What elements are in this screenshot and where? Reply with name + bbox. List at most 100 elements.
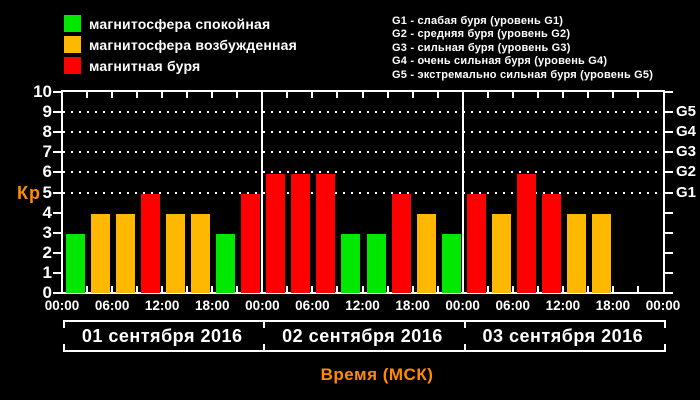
- kp-bar: [166, 214, 186, 293]
- date-bracket-tick: [263, 320, 266, 328]
- date-bracket-underline: [63, 350, 665, 352]
- x-tick-label: 06:00: [495, 298, 531, 313]
- y-axis-tick: [53, 191, 61, 194]
- kp-bar: [391, 194, 411, 293]
- storm-scale-line-g1: G1 - слабая буря (уровень G1): [392, 15, 564, 27]
- bottom-tick: [111, 286, 114, 292]
- bottom-tick: [186, 286, 189, 292]
- y-axis-tick: [665, 111, 673, 114]
- y-tick-label: 7: [42, 142, 52, 162]
- bottom-tick: [486, 286, 489, 292]
- y-axis-tick: [665, 131, 673, 134]
- kp-bar: [116, 214, 136, 293]
- bottom-tick: [161, 286, 164, 292]
- y-axis-tick: [53, 292, 61, 294]
- bottom-tick: [311, 286, 314, 292]
- y-tick-label: 8: [42, 122, 52, 142]
- right-axis-label-g3: G3: [676, 143, 697, 161]
- x-tick-label: 00:00: [445, 298, 480, 313]
- bottom-tick: [211, 286, 214, 292]
- kp-bar: [341, 234, 361, 293]
- y-axis-tick: [53, 131, 61, 134]
- day-separator: [461, 90, 464, 293]
- y-tick-label: 2: [42, 242, 52, 262]
- plot-area: [61, 90, 665, 294]
- bottom-tick: [361, 286, 364, 292]
- top-tick: [336, 92, 339, 98]
- legend-label: магнитосфера спокойная: [89, 15, 271, 32]
- date-label: 02 сентября 2016: [282, 326, 443, 346]
- x-tick-label: 12:00: [345, 298, 380, 313]
- y-axis-tick: [53, 151, 61, 154]
- y-axis-tick: [665, 251, 673, 254]
- right-axis-label-g5: G5: [676, 103, 697, 121]
- kp-bar: [416, 214, 436, 293]
- legend-label: магнитная буря: [89, 57, 201, 74]
- date-bracket-tick: [664, 344, 666, 352]
- y-tick-label: 4: [42, 202, 52, 222]
- date-bracket-tick: [463, 344, 466, 352]
- top-tick: [436, 92, 439, 98]
- kp-bar: [66, 234, 85, 293]
- kp-bar: [91, 214, 111, 293]
- x-axis-title: Время (МСК): [320, 365, 434, 384]
- gridline-kp-5: [63, 191, 664, 194]
- kp-bar: [591, 214, 611, 293]
- gridline-kp-7: [63, 151, 664, 154]
- storm-scale-legend: G1 - слабая буря (уровень G1) G2 - средн…: [392, 15, 653, 82]
- top-tick: [86, 92, 89, 98]
- day-separator: [261, 90, 264, 293]
- top-tick: [236, 92, 239, 98]
- date-label: 03 сентября 2016: [482, 326, 644, 346]
- legend: магнитосфера спокойная магнитосфера возб…: [64, 15, 297, 78]
- top-tick: [561, 92, 564, 98]
- y-tick-label: 0: [42, 283, 52, 302]
- y-axis-tick: [53, 111, 61, 114]
- kp-bar: [216, 234, 236, 293]
- x-tick-label: 12:00: [144, 298, 180, 313]
- date-bracket-tick: [63, 320, 65, 328]
- gridline-kp-9: [63, 111, 664, 114]
- x-tick-label: 00:00: [44, 298, 80, 313]
- bottom-tick: [136, 286, 139, 292]
- top-tick: [161, 92, 164, 98]
- x-tick-label: 18:00: [595, 298, 631, 313]
- top-tick: [611, 92, 614, 98]
- top-tick: [511, 92, 514, 98]
- x-tick-label: 06:00: [295, 298, 330, 313]
- kp-bar: [491, 214, 511, 293]
- x-tick-label: 00:00: [645, 298, 681, 313]
- bottom-tick: [436, 286, 439, 292]
- y-tick-label: 3: [42, 222, 52, 242]
- kp-bar: [291, 173, 311, 293]
- y-tick-label: 10: [33, 82, 52, 101]
- y-axis-tick: [53, 211, 61, 214]
- top-tick: [536, 92, 539, 98]
- y-axis-tick: [53, 231, 61, 234]
- kp-bar: [266, 173, 286, 293]
- y-axis-tick: [665, 292, 673, 294]
- y-axis-tick: [665, 151, 673, 154]
- x-tick-label: 06:00: [94, 298, 130, 313]
- bottom-tick: [536, 286, 539, 292]
- top-tick: [586, 92, 589, 98]
- top-tick: [636, 92, 639, 98]
- legend-item-quiet: магнитосфера спокойная: [64, 15, 297, 32]
- storm-scale-line-g4: G4 - очень сильная буря (уровень G4): [392, 55, 608, 68]
- kp-bar: [541, 194, 561, 293]
- y-axis-tick: [665, 211, 673, 214]
- top-tick: [211, 92, 214, 98]
- bottom-tick: [236, 286, 239, 292]
- top-tick: [136, 92, 139, 98]
- bottom-tick: [511, 286, 514, 292]
- top-tick: [286, 92, 289, 98]
- legend-label: магнитосфера возбужденная: [89, 36, 298, 53]
- y-axis-tick: [53, 171, 61, 174]
- right-axis-label-g4: G4: [676, 123, 697, 141]
- y-tick-label: 6: [42, 162, 52, 182]
- date-label: 01 сентября 2016: [81, 326, 243, 346]
- x-tick-label: 12:00: [545, 298, 581, 313]
- y-tick-label: 1: [42, 262, 52, 282]
- bottom-tick: [561, 286, 564, 292]
